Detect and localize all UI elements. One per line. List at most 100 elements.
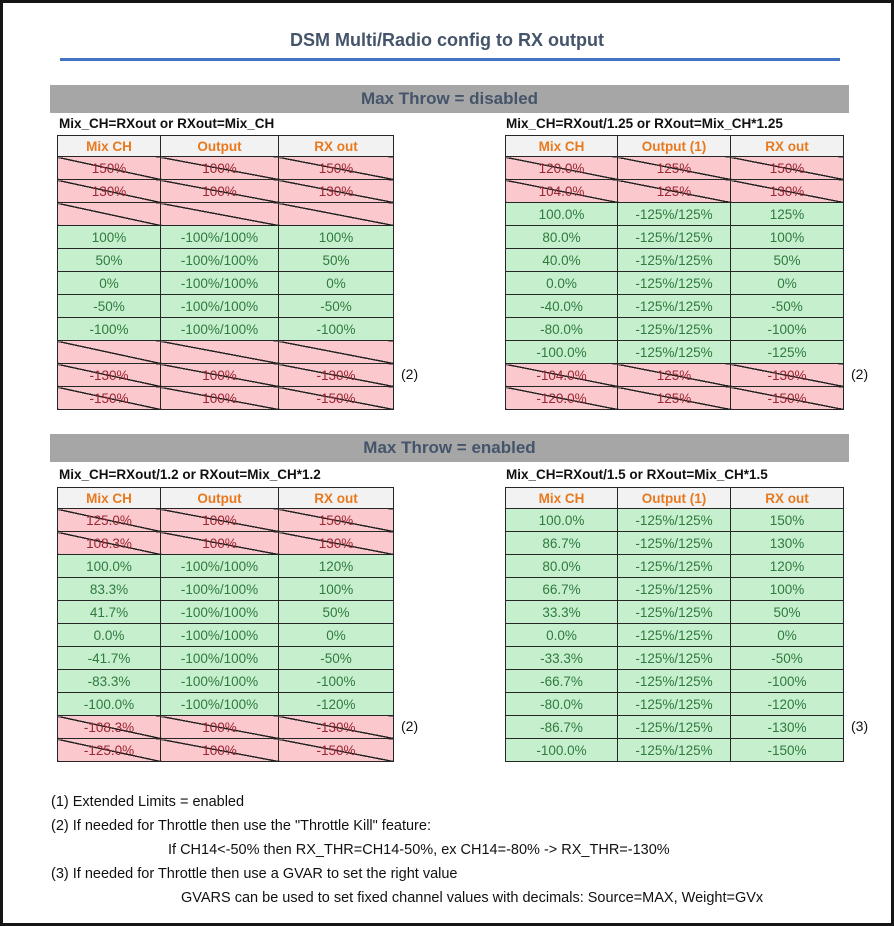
column-header: RX out (730, 487, 844, 509)
table-cell: 125% (617, 386, 731, 410)
table-cell: 33.3% (505, 600, 618, 624)
table-cell: 150% (730, 156, 844, 180)
table-row: -100.0% -125%/125% -150% (505, 738, 844, 762)
table-cell: 130% (57, 179, 161, 203)
table-cell: -125%/125% (617, 531, 731, 555)
table-cell: 100.0% (505, 202, 618, 226)
table-cell: -83.3% (57, 669, 161, 693)
table-cell: -100% (730, 317, 844, 341)
column-header: Output (1) (617, 487, 731, 509)
table-row: 0.0% -125%/125% 0% (505, 623, 844, 647)
column-header: RX out (278, 487, 394, 509)
table-cell: -50% (730, 294, 844, 318)
table-cell: 80.0% (505, 225, 618, 249)
table-row: 104.0% 125% 130% (505, 179, 844, 203)
table-cell: 50% (730, 248, 844, 272)
table-cell: 125% (617, 156, 731, 180)
table-cell: -125%/125% (617, 202, 731, 226)
table-row: 83.3% -100%/100% 100% (57, 577, 394, 601)
column-header: Output (1) (617, 135, 731, 157)
table-cell: 100% (160, 531, 279, 555)
footnote: (3) If needed for Throttle then use a GV… (51, 866, 458, 882)
column-header: RX out (730, 135, 844, 157)
table-formula-subtitle: Mix_CH=RXout/1.25 or RXout=Mix_CH*1.25 (506, 116, 783, 131)
table-cell: 125% (617, 363, 731, 387)
table-row: 0% -100%/100% 0% (57, 271, 394, 295)
table-cell: -125%/125% (617, 554, 731, 578)
table-cell (160, 340, 279, 364)
table-cell: -100%/100% (160, 225, 279, 249)
table-row: 33.3% -125%/125% 50% (505, 600, 844, 624)
table-cell (278, 340, 394, 364)
mapping-table-disabled-125x: Mix CH Output (1) RX out 120.0% 125% 150% 104.… (505, 135, 844, 410)
table-row: 80.0% -125%/125% 100% (505, 225, 844, 249)
footnote-ref: (2) (401, 366, 419, 382)
table-cell: 100% (160, 156, 279, 180)
table-row (57, 340, 394, 364)
column-header: Output (160, 135, 279, 157)
footnote: (1) Extended Limits = enabled (51, 794, 245, 810)
mapping-table-enabled-12x: Mix CH Output RX out 125.0% 100% 150% 108.3% 10… (57, 487, 394, 762)
table-row: -80.0% -125%/125% -100% (505, 317, 844, 341)
table-cell: -130% (57, 363, 161, 387)
table-cell: -100%/100% (160, 623, 279, 647)
table-cell: -130% (278, 363, 394, 387)
table-cell: 50% (278, 248, 394, 272)
table-cell: -80.0% (505, 317, 618, 341)
table-cell: -100%/100% (160, 692, 279, 716)
table-row: -66.7% -125%/125% -100% (505, 669, 844, 693)
table-formula-subtitle: Mix_CH=RXout or RXout=Mix_CH (59, 116, 275, 131)
footnotes-block: (1) Extended Limits = enabled (2) If nee… (51, 790, 851, 910)
table-cell: 0.0% (505, 271, 618, 295)
table-cell: 50% (730, 600, 844, 624)
table-cell: 125.0% (57, 508, 161, 532)
footnote-ref: (2) (401, 718, 419, 734)
table-cell: 150% (730, 508, 844, 532)
table-cell: 100% (730, 225, 844, 249)
table-cell: -130% (278, 715, 394, 739)
table-cell: 66.7% (505, 577, 618, 601)
table-row: 0.0% -125%/125% 0% (505, 271, 844, 295)
table-cell: -125%/125% (617, 225, 731, 249)
table-cell: -120.0% (505, 386, 618, 410)
table-cell: -50% (730, 646, 844, 670)
table-cell (278, 202, 394, 226)
table-cell: -41.7% (57, 646, 161, 670)
table-row: -100% -100%/100% -100% (57, 317, 394, 341)
table-cell: -150% (730, 386, 844, 410)
table-row: -150% 100% -150% (57, 386, 394, 410)
table-cell: -100%/100% (160, 600, 279, 624)
table-cell: 104.0% (505, 179, 618, 203)
table-cell: -150% (278, 386, 394, 410)
column-header: Mix CH (505, 487, 618, 509)
table-cell: -150% (278, 738, 394, 762)
table-cell: 86.7% (505, 531, 618, 555)
table-cell: 100.0% (505, 508, 618, 532)
table-cell: -104.0% (505, 363, 618, 387)
header-row: Mix CH Output RX out (57, 487, 394, 509)
title-underline (60, 58, 840, 61)
table-cell: 120% (730, 554, 844, 578)
table-row: -100.0% -100%/100% -120% (57, 692, 394, 716)
table-row: -80.0% -125%/125% -120% (505, 692, 844, 716)
table-row: 100.0% -125%/125% 125% (505, 202, 844, 226)
table-cell: -100.0% (505, 738, 618, 762)
table-cell: 0.0% (505, 623, 618, 647)
table-row: -100.0% -125%/125% -125% (505, 340, 844, 364)
table-row: -40.0% -125%/125% -50% (505, 294, 844, 318)
table-cell: -100%/100% (160, 669, 279, 693)
table-cell: 100% (160, 715, 279, 739)
table-cell: 100% (160, 508, 279, 532)
table-row: 66.7% -125%/125% 100% (505, 577, 844, 601)
table-cell: 50% (57, 248, 161, 272)
table-cell: 40.0% (505, 248, 618, 272)
table-row (57, 202, 394, 226)
mapping-table-disabled-1x: Mix CH Output RX out 150% 100% 150% 130% 100% 13… (57, 135, 394, 410)
table-formula-subtitle: Mix_CH=RXout/1.5 or RXout=Mix_CH*1.5 (506, 467, 768, 482)
table-cell: -125%/125% (617, 317, 731, 341)
table-cell: 100% (278, 225, 394, 249)
table-cell: -100.0% (57, 692, 161, 716)
table-formula-subtitle: Mix_CH=RXout/1.2 or RXout=Mix_CH*1.2 (59, 467, 321, 482)
table-cell: 100.0% (57, 554, 161, 578)
table-cell: 0% (730, 623, 844, 647)
